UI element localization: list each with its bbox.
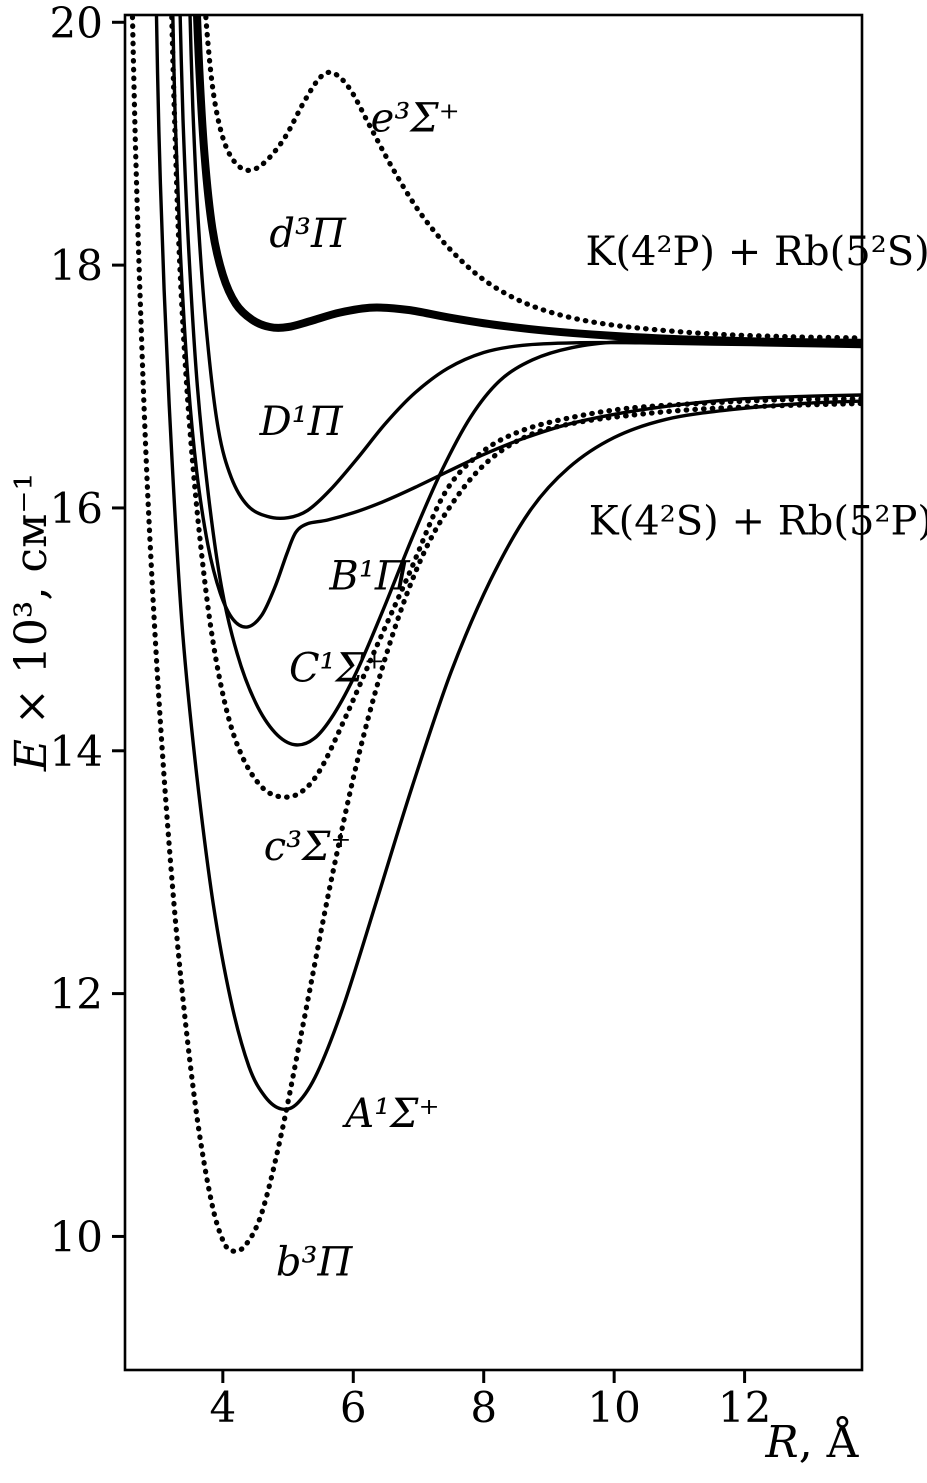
curve-label-c3Sigma: c³Σ⁺ [264, 824, 352, 870]
curve-label-D1Pi: D¹Π [259, 399, 344, 445]
y-axis-label-units: × 10³, см⁻¹ [6, 473, 57, 739]
y-tick-label: 18 [50, 241, 103, 290]
curve-label-C1Sigma: C¹Σ⁺ [289, 646, 385, 692]
x-axis-label: R, Å [765, 1415, 860, 1468]
x-tick-label: 6 [340, 1383, 367, 1432]
y-axis-label-variable: E [6, 739, 57, 772]
x-tick-label: 10 [587, 1383, 640, 1432]
x-axis-label-units: , Å [799, 1415, 860, 1468]
curve-d3Pi [192, 15, 862, 347]
curve-label-d3Pi: d³Π [269, 211, 347, 257]
curve-c3Sigma [169, 15, 862, 800]
curve-b3Pi [129, 15, 862, 1254]
x-tick-label: 4 [209, 1383, 236, 1432]
x-axis-label-variable: R [765, 1417, 799, 1468]
x-tick-label: 8 [470, 1383, 497, 1432]
y-tick-label: 14 [50, 727, 103, 776]
curve-label-b3Pi: b³Π [276, 1239, 354, 1285]
y-tick-label: 10 [50, 1212, 103, 1261]
y-axis-label: E × 10³, см⁻¹ [6, 473, 57, 772]
curves-group [129, 15, 862, 1254]
curve-e3Sigma [203, 15, 862, 341]
curve-C1Sigma [178, 15, 862, 747]
curve-label-A1Sigma: A¹Σ⁺ [341, 1091, 439, 1137]
asymptote-label-2: K(4²S) + Rb(5²P) [589, 499, 927, 545]
x-tick-label: 12 [718, 1383, 771, 1432]
curve-D1Pi [188, 15, 862, 520]
curve-A1Sigma [154, 15, 862, 1112]
y-tick-label: 20 [50, 0, 103, 47]
curve-label-e3Sigma: e³Σ⁺ [371, 96, 460, 142]
y-tick-label: 16 [50, 484, 103, 533]
y-tick-label: 12 [50, 970, 103, 1019]
asymptote-label-1: K(4²P) + Rb(5²S) [586, 229, 927, 275]
generated-chart-content: 4 6 8 10 12 10 12 14 16 18 20 b³Π A¹Σ⁺ c³Σ⁺ C¹Σ⁺ B¹Π D¹Π… [50, 0, 927, 1432]
plot-frame [123, 13, 864, 1372]
curve-label-B1Pi: B¹Π [328, 553, 410, 599]
